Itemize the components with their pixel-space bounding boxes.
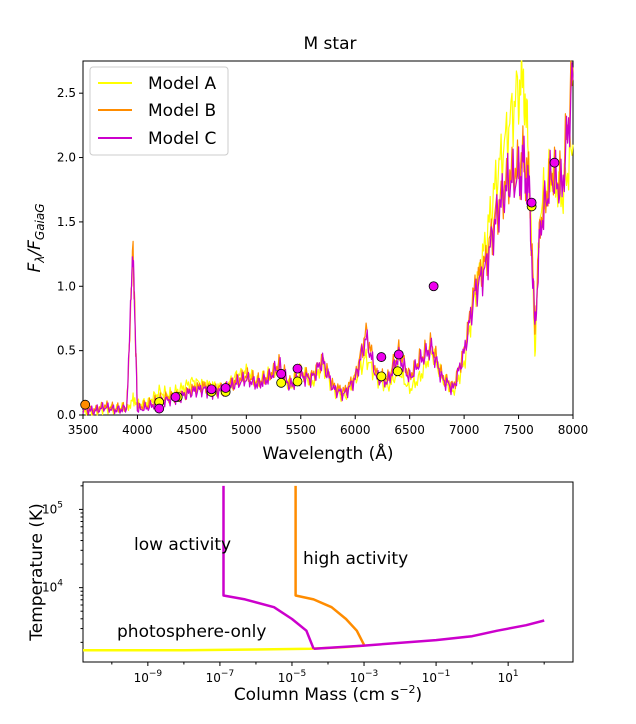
y-tick-label: 104	[42, 579, 63, 595]
y-tick-label: 105	[42, 500, 63, 516]
x-tick-label: 10−7	[206, 669, 235, 685]
x-tick-label: 101	[498, 669, 519, 685]
x-tick-label: 10−3	[350, 669, 379, 685]
data-point-model-a	[292, 376, 303, 387]
data-point-model-c	[526, 197, 537, 208]
data-point-model-c	[170, 392, 181, 402]
x-tick-label: 10−5	[278, 669, 307, 685]
profile-x-label: Column Mass (cm s−2)	[234, 683, 422, 705]
chart-title: M star	[303, 34, 356, 54]
annotation-photosphere-only: photosphere-only	[117, 622, 266, 642]
legend-label-model-a: Model A	[148, 74, 216, 94]
profile-base-profile	[313, 619, 545, 650]
x-tick-label: 6500	[394, 423, 425, 437]
x-tick-label: 4000	[122, 423, 153, 437]
legend-label-model-c: Model C	[148, 129, 216, 149]
x-tick-label: 7000	[449, 423, 480, 437]
y-tick-label: 1.5	[57, 215, 76, 229]
data-point-model-a	[376, 371, 387, 382]
data-point-model-c	[276, 368, 287, 379]
spectrum-y-label: Fλ/FGaiaG	[25, 203, 47, 272]
annotation-low-activity: low activity	[134, 535, 231, 555]
data-point-model-c	[393, 349, 404, 360]
x-tick-label: 3500	[68, 423, 99, 437]
spectrum-points	[80, 157, 560, 414]
profile-axes: 10−9 10−7 10−5 10−3 10−1 101 104 105	[42, 485, 545, 685]
data-point-model-b	[80, 399, 91, 410]
spectrum-axes: 3500 4000 4500 5000 5500 6000 6500 7000 7500 8000…	[57, 86, 588, 437]
y-tick-label: 0.0	[57, 408, 76, 422]
y-tick-label: 2.5	[57, 86, 76, 100]
y-tick-label: 2.0	[57, 151, 76, 165]
x-tick-label: 8000	[558, 423, 589, 437]
data-point-model-c	[154, 403, 165, 414]
data-point-model-c	[292, 363, 303, 374]
profile-low-activity	[222, 485, 315, 650]
data-point-model-c	[220, 383, 231, 393]
x-tick-label: 6000	[340, 423, 371, 437]
data-point-model-c	[206, 384, 217, 395]
profile-series	[83, 485, 545, 652]
profile-y-label: Temperature (K)	[27, 503, 47, 642]
data-point-model-c	[549, 157, 560, 168]
annotation-high-activity: high activity	[303, 549, 408, 569]
spectrum-x-label: Wavelength (Å)	[262, 442, 393, 464]
legend-box	[89, 66, 229, 156]
profile-high-activity	[294, 485, 366, 646]
data-point-model-c	[428, 281, 439, 292]
x-tick-label: 5500	[286, 423, 317, 437]
x-tick-label: 10−9	[134, 669, 163, 685]
x-tick-label: 7500	[503, 423, 534, 437]
x-tick-label: 10−1	[422, 669, 451, 685]
spectrum-plot-frame	[82, 60, 574, 416]
data-point-model-a	[276, 377, 287, 388]
legend-label-model-b: Model B	[148, 101, 216, 121]
legend: Model A Model B Model C	[89, 66, 229, 156]
y-tick-label: 0.5	[57, 344, 76, 358]
data-point-model-a	[392, 366, 403, 377]
y-tick-label: 1.0	[57, 279, 76, 293]
x-tick-label: 5000	[231, 423, 262, 437]
data-point-model-c	[376, 352, 387, 362]
x-tick-label: 4500	[177, 423, 208, 437]
